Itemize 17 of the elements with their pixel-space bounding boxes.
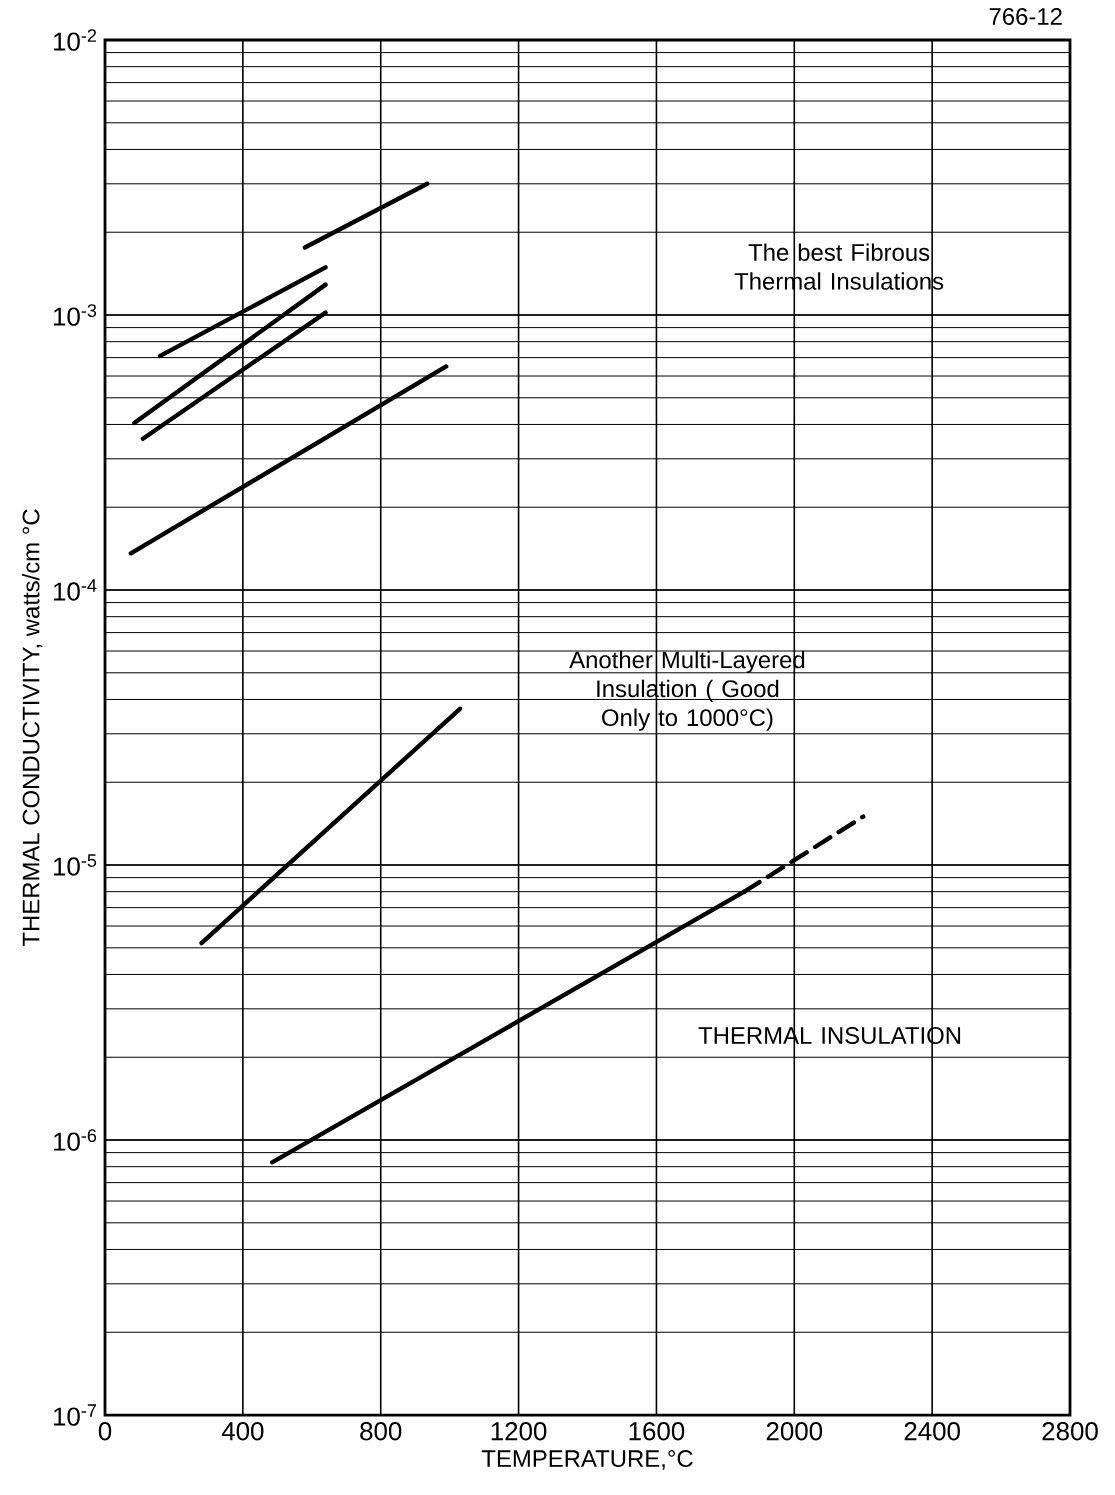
y-tick-label: 10$^{-7}$ <box>54 1404 97 1426</box>
x-tick-label: 2000 <box>766 1422 823 1441</box>
x-tick-label: 400 <box>221 1422 264 1441</box>
y-tick-label: 10$^{-6}$ <box>54 1129 97 1151</box>
x-tick-label: 1200 <box>491 1422 547 1441</box>
text: 766-12 <box>989 8 1062 25</box>
x-tick-label: 2800 <box>1042 1422 1098 1441</box>
x-tick-label: 0 <box>98 1422 112 1441</box>
x-tick-label: 2400 <box>904 1422 960 1441</box>
y-axis-title: THERMAL CONDUCTIVITY, watts/cm °C <box>21 509 43 947</box>
x-axis-title: TEMPERATURE,°C <box>481 1450 693 1470</box>
y-tick-label: 10$^{-2}$ <box>54 29 97 51</box>
x-tick-label: 800 <box>360 1422 402 1441</box>
y-tick-label: 10$^{-4}$ <box>54 579 97 601</box>
y-tick-label: 10$^{-5}$ <box>54 854 97 876</box>
x-tick-label: 1600 <box>629 1422 685 1441</box>
y-tick-label: 10$^{-3}$ <box>54 304 97 326</box>
